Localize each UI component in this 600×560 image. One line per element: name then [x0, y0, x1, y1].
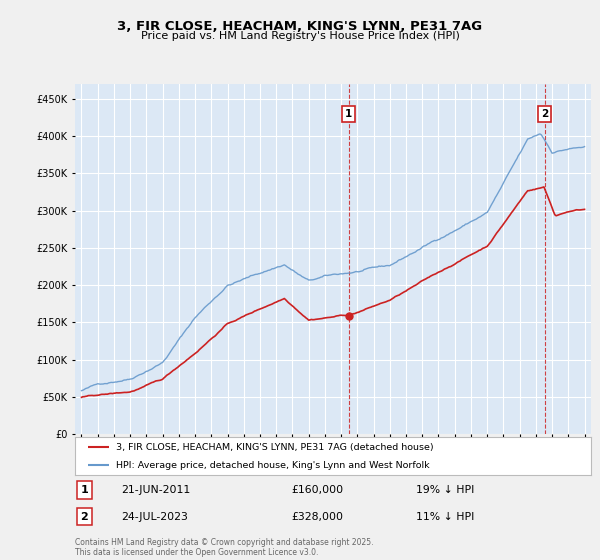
Text: 3, FIR CLOSE, HEACHAM, KING'S LYNN, PE31 7AG: 3, FIR CLOSE, HEACHAM, KING'S LYNN, PE31…: [118, 20, 482, 33]
Text: 1: 1: [345, 109, 352, 119]
Text: HPI: Average price, detached house, King's Lynn and West Norfolk: HPI: Average price, detached house, King…: [116, 461, 430, 470]
Text: Price paid vs. HM Land Registry's House Price Index (HPI): Price paid vs. HM Land Registry's House …: [140, 31, 460, 41]
Text: 11% ↓ HPI: 11% ↓ HPI: [416, 512, 474, 522]
Text: 1: 1: [80, 485, 88, 495]
Text: £160,000: £160,000: [292, 485, 344, 495]
Text: £328,000: £328,000: [292, 512, 344, 522]
Text: Contains HM Land Registry data © Crown copyright and database right 2025.
This d: Contains HM Land Registry data © Crown c…: [75, 538, 373, 557]
Text: 2: 2: [541, 109, 548, 119]
Text: 2: 2: [80, 512, 88, 522]
Text: 3, FIR CLOSE, HEACHAM, KING'S LYNN, PE31 7AG (detached house): 3, FIR CLOSE, HEACHAM, KING'S LYNN, PE31…: [116, 443, 434, 452]
Text: 19% ↓ HPI: 19% ↓ HPI: [416, 485, 474, 495]
Text: 24-JUL-2023: 24-JUL-2023: [121, 512, 188, 522]
Text: 21-JUN-2011: 21-JUN-2011: [121, 485, 191, 495]
